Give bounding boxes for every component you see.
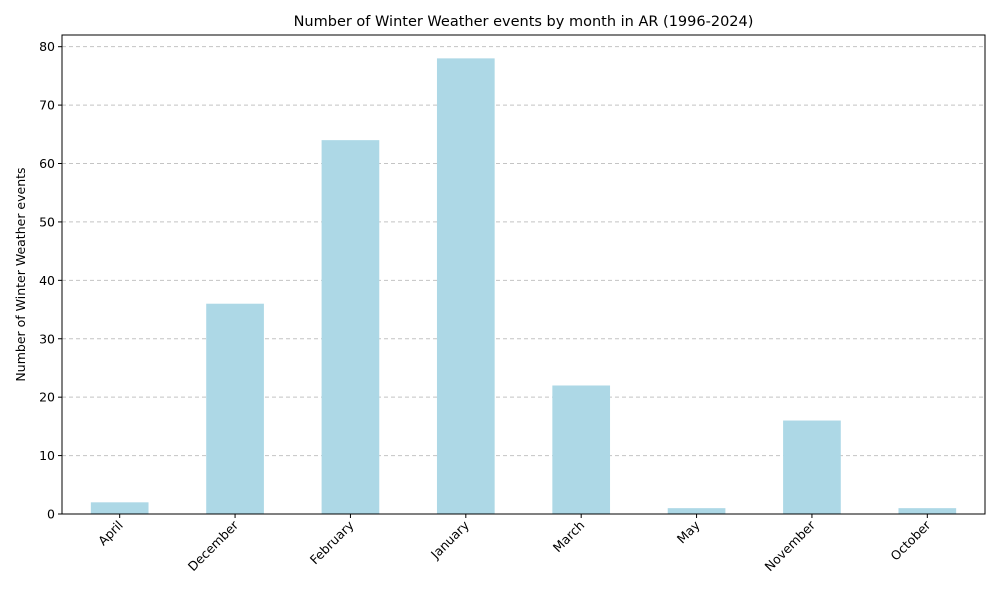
grid-lines [62,46,985,457]
bar-may [667,508,726,514]
y-tick-label: 40 [39,273,55,288]
x-tick-label-february: February [307,517,357,567]
bar-october [898,508,957,514]
y-axis-label: Number of Winter Weather events [13,167,28,381]
y-tick-label: 60 [39,156,55,171]
y-axis-ticks: 0 10 20 30 40 50 60 70 80 [39,39,62,522]
x-tick-label-march: March [550,518,588,556]
x-tick-label-november: November [761,517,818,574]
x-tick-label-january: January [427,517,472,562]
y-tick-label: 0 [47,507,55,522]
x-tick-label-december: December [185,517,242,574]
bar-november [783,420,841,514]
x-axis-ticks: April December February January March May Nove… [95,514,934,574]
bar-march [552,385,611,514]
y-tick-label: 30 [39,331,55,346]
x-tick-label-october: October [887,517,934,564]
chart-title: Number of Winter Weather events by month… [294,14,754,30]
bar-february [321,140,380,514]
y-tick-label: 50 [39,214,55,229]
y-tick-label: 80 [39,39,55,54]
x-tick-label-april: April [95,518,126,549]
bar-december [206,303,264,514]
plot-frame [61,34,986,515]
y-tick-label: 70 [39,98,55,113]
bars [90,58,957,515]
bar-april [90,502,149,514]
bar-january [436,58,495,515]
x-tick-label-may: May [674,517,703,546]
y-tick-label: 20 [39,390,55,405]
y-tick-label: 10 [39,448,55,463]
